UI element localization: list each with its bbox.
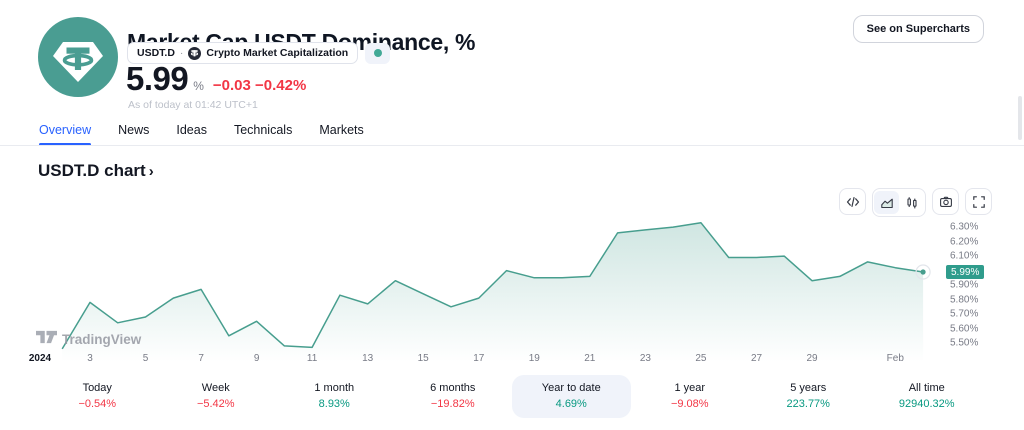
- separator-dot: ·: [179, 47, 184, 59]
- chart-section-link[interactable]: USDT.D chart ›: [38, 161, 154, 181]
- period-change-value: 4.69%: [555, 398, 587, 410]
- x-axis-tick: 3: [87, 353, 93, 364]
- period-change-value: 8.93%: [318, 398, 350, 410]
- price-line: [61, 221, 924, 350]
- period-label: 6 months: [430, 382, 476, 394]
- period-label: 1 year: [674, 382, 706, 394]
- crypto-source-icon: [188, 46, 202, 60]
- x-axis-tick: 25: [695, 353, 707, 364]
- y-axis-tick: 5.60%: [950, 323, 979, 335]
- fullscreen-button[interactable]: [965, 188, 992, 215]
- price-change: −0.03 −0.42%: [212, 77, 307, 94]
- tradingview-watermark: TradingView: [36, 330, 141, 349]
- candlestick-chart-icon: [905, 196, 919, 210]
- x-axis-tick: 11: [306, 353, 318, 364]
- x-axis-tick: 2024: [28, 353, 52, 364]
- price-unit: %: [193, 79, 204, 93]
- period-today[interactable]: Today −0.54%: [38, 375, 157, 418]
- last-point-marker: [920, 269, 926, 275]
- symbol-pill[interactable]: USDT.D · Crypto Market Capitalization: [127, 42, 359, 64]
- period-label: Week: [201, 382, 230, 394]
- period-change-value: −5.42%: [196, 398, 235, 410]
- period-change-value: 223.77%: [786, 398, 830, 410]
- period-label: Year to date: [541, 382, 601, 394]
- x-axis-tick: 29: [806, 353, 818, 364]
- embed-code-button[interactable]: [839, 188, 866, 215]
- camera-icon: [939, 195, 953, 209]
- scrollbar-thumb[interactable]: [1018, 96, 1022, 140]
- x-axis-tick: 19: [528, 353, 540, 364]
- chart-type-segmented-control: [872, 188, 926, 217]
- market-status-button[interactable]: [365, 42, 391, 64]
- tabs-divider: [0, 145, 1024, 146]
- period-1-year[interactable]: 1 year −9.08%: [631, 375, 750, 418]
- chevron-right-icon: ›: [148, 163, 154, 180]
- tether-logo: [38, 17, 118, 97]
- period-change-value: 92940.32%: [898, 398, 955, 410]
- chart-canvas[interactable]: TradingView 6.30% 6.20% 6.10% 5.90% 5.80% 5.7…: [0, 210, 1024, 378]
- period-label: 5 years: [790, 382, 827, 394]
- y-axis-tick: 5.50%: [950, 337, 979, 349]
- period-change-value: −9.08%: [670, 398, 709, 410]
- area-fill: [62, 222, 924, 362]
- performance-period-bar: Today −0.54% Week −5.42% 1 month 8.93% 6 month…: [38, 375, 986, 418]
- x-axis-tick: 13: [362, 353, 374, 364]
- y-axis-tick: 6.30%: [950, 221, 979, 233]
- tab-overview[interactable]: Overview: [39, 123, 92, 146]
- x-axis-tick: 23: [639, 353, 651, 364]
- tradingview-watermark-text: TradingView: [62, 332, 142, 347]
- period-label: Today: [82, 382, 112, 394]
- price-value: 5.99: [126, 60, 189, 97]
- period-all-time[interactable]: All time 92940.32%: [868, 375, 987, 418]
- x-axis-tick: 15: [417, 353, 429, 364]
- tab-news[interactable]: News: [118, 123, 150, 137]
- period-label: All time: [908, 382, 945, 394]
- section-tabs: Overview News Ideas Technicals Markets: [39, 123, 364, 146]
- chart-section-heading: USDT.D chart: [38, 161, 146, 180]
- period-6-months[interactable]: 6 months −19.82%: [394, 375, 513, 418]
- x-axis-tick: 7: [198, 353, 204, 364]
- x-axis-tick: 9: [253, 353, 260, 364]
- x-axis-tick: 5: [142, 353, 149, 364]
- y-axis-tick: 5.70%: [950, 308, 979, 320]
- period-week[interactable]: Week −5.42%: [157, 375, 276, 418]
- snapshot-button[interactable]: [932, 188, 959, 215]
- x-axis-tick: 27: [750, 353, 763, 364]
- y-axis-tick: 6.20%: [950, 236, 979, 248]
- symbol-badge-row: USDT.D · Crypto Market Capitalization: [127, 42, 391, 64]
- y-axis-tick: 5.80%: [950, 294, 979, 306]
- market-open-dot-icon: [373, 49, 382, 57]
- period-change-value: −19.82%: [430, 398, 475, 410]
- period-change-value: −0.54%: [78, 398, 117, 410]
- x-axis-tick: 17: [473, 353, 485, 364]
- tab-technicals[interactable]: Technicals: [233, 123, 293, 137]
- candlestick-chart-type-button[interactable]: [899, 191, 924, 214]
- chart-toolbar: [839, 188, 992, 217]
- symbol-source-label: Crypto Market Capitalization: [206, 47, 349, 59]
- y-axis-tick: 6.10%: [950, 250, 979, 262]
- embed-code-icon: [846, 195, 860, 209]
- tab-ideas[interactable]: Ideas: [176, 123, 207, 137]
- x-axis-tick: 21: [584, 353, 596, 364]
- price-row: 5.99 % −0.03 −0.42%: [126, 60, 306, 98]
- y-axis-tick: 5.90%: [950, 279, 979, 291]
- current-price-axis-label: 5.99%: [946, 265, 985, 279]
- period-year-to-date[interactable]: Year to date 4.69%: [512, 375, 631, 418]
- area-chart-type-button[interactable]: [874, 191, 899, 214]
- see-on-supercharts-button[interactable]: See on Supercharts: [852, 15, 984, 43]
- x-axis-tick: Feb: [886, 353, 904, 364]
- last-point-halo: [915, 264, 931, 280]
- period-1-month[interactable]: 1 month 8.93%: [275, 375, 394, 418]
- period-label: 1 month: [314, 382, 355, 394]
- tab-markets[interactable]: Markets: [319, 123, 364, 137]
- symbol-ticker: USDT.D: [137, 47, 175, 59]
- area-chart-icon: [880, 196, 894, 210]
- fullscreen-icon: [972, 195, 986, 209]
- as-of-timestamp: As of today at 01:42 UTC+1: [128, 99, 258, 111]
- tradingview-logo-icon: [36, 330, 57, 349]
- period-5-years[interactable]: 5 years 223.77%: [749, 375, 868, 418]
